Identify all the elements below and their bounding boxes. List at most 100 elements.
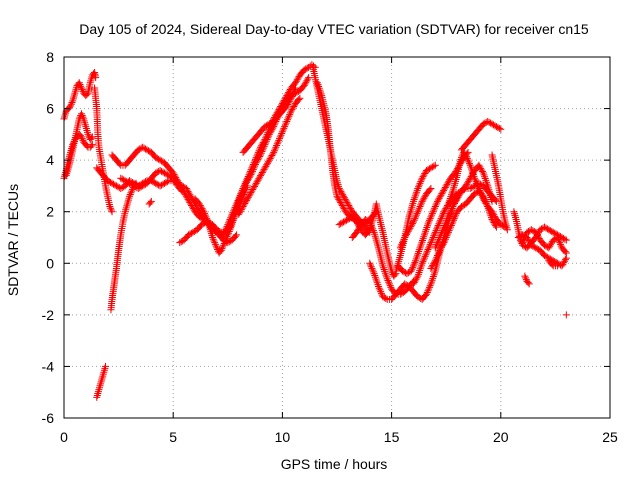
data-point [381,269,389,277]
data-point [478,166,486,174]
data-point [444,228,452,236]
data-point [449,218,457,226]
data-point [399,237,407,245]
y-tick-label: -2 [42,307,55,323]
data-point [339,191,347,199]
data-point [178,187,186,195]
data-point [127,189,135,197]
data-point [433,240,441,248]
data-point [77,110,85,118]
data-point [417,199,425,207]
data-point [246,190,254,198]
data-point [71,87,79,95]
data-point [491,220,499,228]
data-point [263,136,271,144]
data-point [353,228,361,236]
data-point [107,204,115,212]
data-point [410,196,418,204]
data-point [443,232,451,240]
data-point [411,194,419,202]
data-point [423,290,431,298]
data-point [554,235,562,243]
data-point [503,226,511,234]
data-point [93,393,101,401]
data-point [414,208,422,216]
data-point [398,240,406,248]
data-point [511,212,519,220]
data-point [429,234,437,241]
data-point [430,162,438,170]
data-point [521,272,529,280]
data-point [163,178,171,186]
data-point [239,185,247,193]
data-point [213,244,221,252]
data-point [543,253,551,261]
data-point [484,117,492,125]
data-point [465,158,473,166]
data-point [341,217,349,225]
data-point [479,120,487,128]
data-point [446,209,454,217]
data-point [267,127,275,135]
data-point [418,174,426,182]
data-point [384,276,392,284]
data-point [433,197,441,205]
data-point [268,126,276,134]
data-point [562,311,570,319]
data-point [452,196,460,204]
data-point [514,234,522,241]
data-point [450,215,458,223]
data-point [422,225,430,233]
data-point [276,133,284,141]
data-point [436,246,444,254]
data-point [430,258,438,266]
data-point [434,221,442,229]
data-point [443,180,451,188]
data-point [246,172,254,180]
data-point [530,243,538,251]
data-point [269,124,277,132]
data-point [452,211,460,219]
data-point [481,198,489,206]
data-point [264,159,272,167]
data-point [546,227,554,235]
data-point [561,235,569,243]
data-point [510,208,518,216]
data-point [474,181,482,189]
x-tick-label: 0 [60,429,68,445]
data-point [540,252,548,260]
data-point [420,233,428,241]
data-point [482,199,490,207]
data-point [338,219,346,227]
data-point [414,293,422,301]
data-point [117,185,125,193]
data-point [121,177,129,185]
data-point [425,285,433,293]
data-point [258,148,266,156]
data-point [431,257,439,265]
data-point [401,280,409,288]
data-point [371,232,379,240]
data-point [337,188,345,196]
data-point [377,288,385,296]
data-point [416,244,424,252]
data-point [96,382,104,390]
data-point [231,232,239,240]
data-point [260,165,268,173]
data-point [95,384,103,392]
data-point [252,159,260,167]
data-point [252,179,260,187]
data-point [181,191,189,199]
data-point [337,200,345,208]
plot-frame [63,56,611,419]
data-point [433,253,441,261]
data-point [170,176,178,184]
data-point [98,376,106,384]
data-point [285,99,293,107]
data-point [201,209,209,217]
data-point [416,265,424,273]
data-point [256,173,264,181]
data-point [411,192,419,200]
data-point [190,227,198,235]
data-point [497,125,505,133]
